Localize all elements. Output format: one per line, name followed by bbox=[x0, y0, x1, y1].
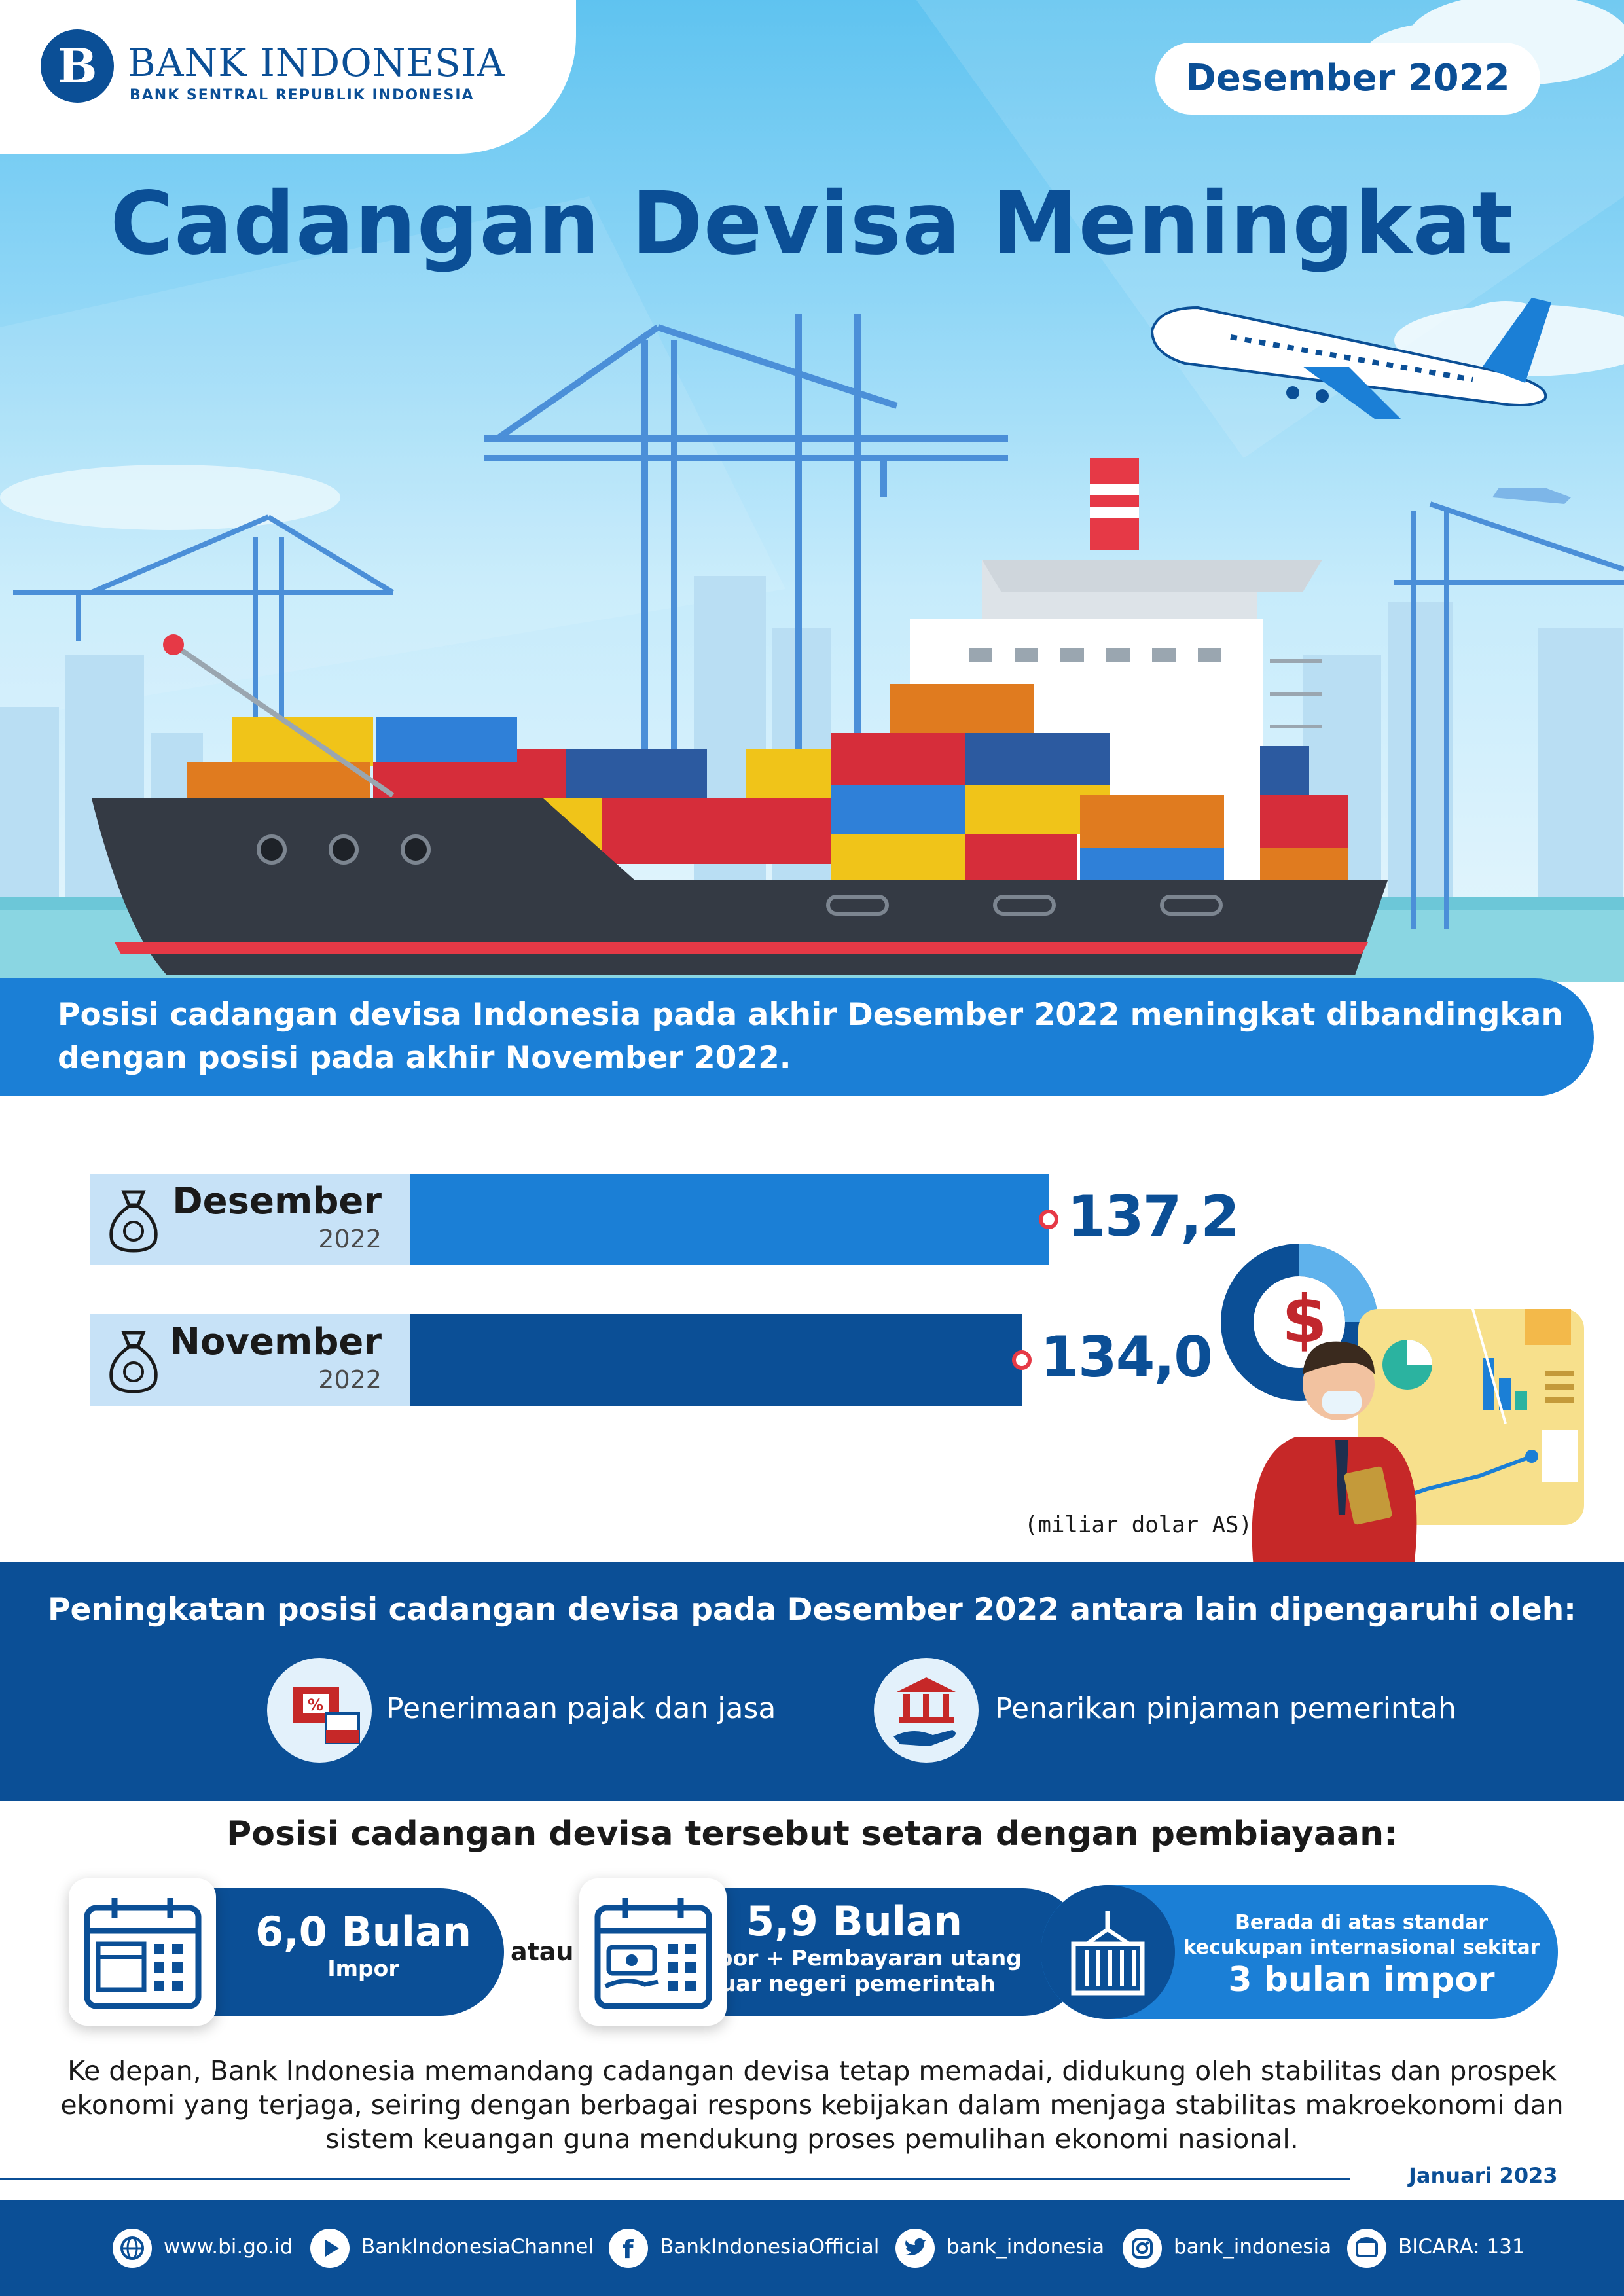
standard-line1: Berada di atas standar bbox=[1235, 1911, 1489, 1934]
bar-end-marker bbox=[1012, 1350, 1032, 1370]
money-bag-icon bbox=[109, 1331, 158, 1393]
analyst-illustration: $ bbox=[1221, 1240, 1584, 1568]
bar-value-label: 134,0 bbox=[1040, 1325, 1213, 1390]
equivalent-title: Posisi cadangan devisa tersebut setara d… bbox=[226, 1814, 1398, 1854]
footer-link-label: www.bi.go.id bbox=[164, 2235, 293, 2259]
calendar-box-icon bbox=[69, 1878, 216, 2026]
calendar-money-icon bbox=[579, 1878, 727, 2026]
factor-label: Penarikan pinjaman pemerintah bbox=[995, 1692, 1456, 1725]
money-bag-icon bbox=[109, 1190, 158, 1253]
bar-year-label: 2022 bbox=[318, 1365, 382, 1394]
bar-month-label: November bbox=[170, 1321, 382, 1363]
bank-indonesia-logo-icon: B bbox=[41, 29, 114, 103]
standard-pill: Berada di atas standar kecukupan interna… bbox=[1041, 1885, 1558, 2019]
tax-receipt-icon: % bbox=[267, 1658, 372, 1763]
hero-illustration: B BANK INDONESIA BANK SENTRAL REPUBLIK I… bbox=[0, 0, 1624, 982]
youtube-icon bbox=[310, 2229, 350, 2268]
logo-name: BANK INDONESIA bbox=[128, 41, 505, 85]
chart-bar bbox=[410, 1314, 1022, 1406]
svg-text:f: f bbox=[623, 2235, 634, 2264]
import-debt-desc-line2: luar negeri pemerintah bbox=[713, 1971, 996, 1996]
bank-loan-icon bbox=[874, 1658, 979, 1763]
import-debt-months-value: 5,9 Bulan bbox=[746, 1897, 963, 1945]
divider bbox=[0, 2178, 1350, 2180]
standard-value: 3 bulan impor bbox=[1228, 1960, 1495, 2000]
port-scene-illustration bbox=[0, 0, 1624, 982]
bar-year-label: 2022 bbox=[318, 1225, 382, 1253]
bar-month-label: Desember bbox=[172, 1180, 382, 1223]
page-title: Cadangan Devisa Meningkat bbox=[110, 173, 1514, 274]
instagram-icon bbox=[1123, 2229, 1162, 2268]
unit-note: (miliar dolar AS) bbox=[1024, 1512, 1252, 1538]
or-connector: atau bbox=[511, 1937, 574, 1966]
import-debt-desc-line1: Impor + Pembayaran utang bbox=[687, 1945, 1022, 1971]
facebook-icon: f bbox=[609, 2229, 648, 2268]
chart-bar bbox=[410, 1174, 1049, 1265]
intro-banner bbox=[0, 978, 1594, 1096]
phone-icon bbox=[1347, 2229, 1386, 2268]
period-badge: Desember 2022 bbox=[1155, 43, 1540, 115]
bar-label-box: November 2022 bbox=[90, 1314, 410, 1406]
footer-link-label: BICARA: 131 bbox=[1398, 2235, 1525, 2259]
footer-link-label: bank_indonesia bbox=[947, 2235, 1105, 2259]
standard-line2: kecukupan internasional sekitar bbox=[1183, 1936, 1540, 1959]
closing-statement: Ke depan, Bank Indonesia memandang cadan… bbox=[60, 2055, 1564, 2155]
svg-text:$: $ bbox=[1282, 1281, 1327, 1357]
footer-link-label: bank_indonesia bbox=[1174, 2235, 1332, 2259]
import-months-pill: 6,0 Bulan Impor bbox=[170, 1888, 504, 2016]
publication-date: Januari 2023 bbox=[1409, 2163, 1558, 2188]
logo-subtitle: BANK SENTRAL REPUBLIK INDONESIA bbox=[130, 87, 475, 103]
footer-link-label: BankIndonesiaOfficial bbox=[660, 2235, 880, 2259]
import-months-desc: Impor bbox=[327, 1956, 399, 1981]
factor-label: Penerimaan pajak dan jasa bbox=[386, 1692, 776, 1725]
factors-band bbox=[0, 1562, 1624, 1801]
import-debt-months-pill: 5,9 Bulan Impor + Pembayaran utang luar … bbox=[681, 1888, 1087, 2016]
bar-value-label: 137,2 bbox=[1067, 1184, 1240, 1249]
bar-label-box: Desember 2022 bbox=[90, 1174, 410, 1265]
bar-end-marker bbox=[1039, 1210, 1058, 1229]
footer-link-label: BankIndonesiaChannel bbox=[361, 2235, 594, 2259]
globe-icon bbox=[113, 2229, 152, 2268]
twitter-icon bbox=[895, 2229, 935, 2268]
factors-title: Peningkatan posisi cadangan devisa pada … bbox=[48, 1592, 1576, 1628]
import-months-value: 6,0 Bulan bbox=[255, 1908, 472, 1956]
svg-text:%: % bbox=[308, 1696, 323, 1714]
container-crane-icon bbox=[1041, 1885, 1175, 2019]
intro-text: Posisi cadangan devisa Indonesia pada ak… bbox=[58, 997, 1563, 1076]
